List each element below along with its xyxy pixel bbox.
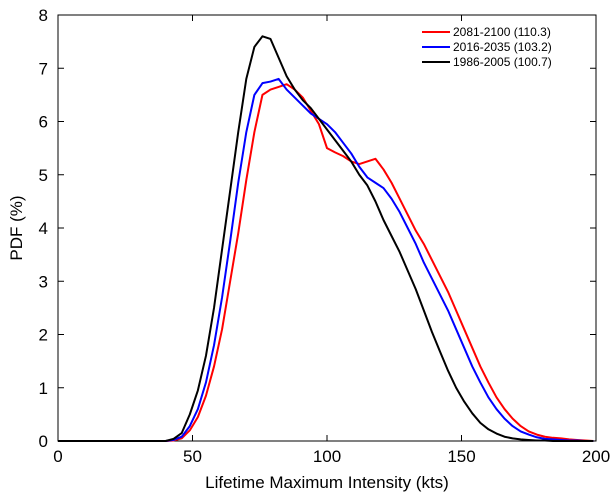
x-tick-label: 100 <box>313 447 341 466</box>
y-tick-label: 3 <box>39 272 48 291</box>
x-tick-label: 200 <box>582 447 610 466</box>
y-tick-label: 2 <box>39 326 48 345</box>
y-axis-title: PDF (%) <box>7 195 26 260</box>
legend: 2081-2100 (110.3)2016-2035 (103.2)1986-2… <box>422 25 552 69</box>
y-tick-label: 6 <box>39 113 48 132</box>
series-line-1 <box>58 83 594 442</box>
y-tick-label: 4 <box>39 219 48 238</box>
y-tick-label: 8 <box>39 6 48 25</box>
legend-label: 2081-2100 (110.3) <box>453 25 551 39</box>
y-tick-label: 0 <box>39 432 48 451</box>
plot-area: 0 50 100 150 200 0 1 2 3 4 5 6 7 8 Lifetime Maximum In… <box>7 6 610 492</box>
legend-label: 2016-2035 (103.2) <box>453 40 552 54</box>
x-tick-label: 150 <box>447 447 475 466</box>
series-line-3 <box>58 35 594 442</box>
x-tick-label: 50 <box>183 447 202 466</box>
y-tick-label: 5 <box>39 166 48 185</box>
plot-frame <box>57 14 597 442</box>
legend-label: 1986-2005 (100.7) <box>453 55 552 69</box>
x-axis-title: Lifetime Maximum Intensity (kts) <box>205 473 449 492</box>
y-tick-label: 1 <box>39 379 48 398</box>
x-tick-label: 0 <box>53 447 62 466</box>
series-line-2 <box>58 77 594 442</box>
y-tick-label: 7 <box>39 59 48 78</box>
